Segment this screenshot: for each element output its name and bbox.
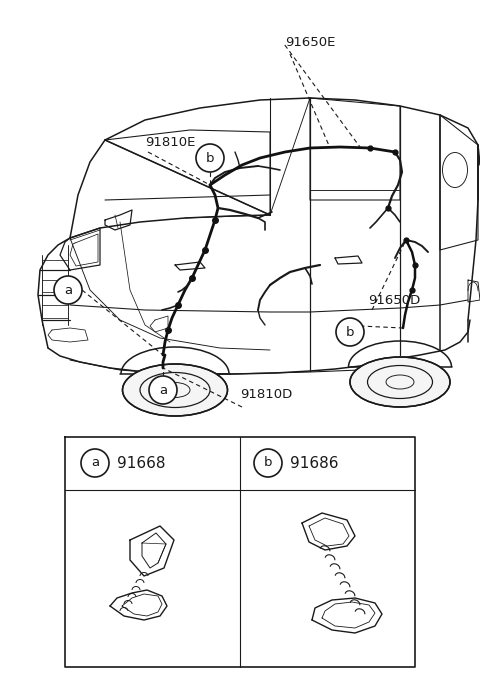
Text: 91650E: 91650E bbox=[285, 35, 336, 49]
Ellipse shape bbox=[122, 364, 228, 416]
Circle shape bbox=[254, 449, 282, 477]
Text: 91668: 91668 bbox=[117, 456, 166, 471]
Text: 91650D: 91650D bbox=[368, 294, 420, 307]
Polygon shape bbox=[312, 598, 382, 633]
Circle shape bbox=[196, 144, 224, 172]
Circle shape bbox=[336, 318, 364, 346]
Polygon shape bbox=[110, 590, 167, 620]
Polygon shape bbox=[130, 526, 174, 576]
Circle shape bbox=[54, 276, 82, 304]
Text: 91810E: 91810E bbox=[145, 135, 195, 148]
Text: 91686: 91686 bbox=[290, 456, 338, 471]
Text: b: b bbox=[346, 326, 354, 338]
Text: b: b bbox=[206, 152, 214, 165]
Text: 91810D: 91810D bbox=[240, 389, 292, 401]
Text: b: b bbox=[264, 456, 272, 470]
Polygon shape bbox=[302, 513, 355, 550]
Ellipse shape bbox=[350, 357, 450, 407]
Text: a: a bbox=[64, 284, 72, 297]
Circle shape bbox=[149, 376, 177, 404]
Text: a: a bbox=[91, 456, 99, 470]
Circle shape bbox=[81, 449, 109, 477]
Text: a: a bbox=[159, 383, 167, 397]
